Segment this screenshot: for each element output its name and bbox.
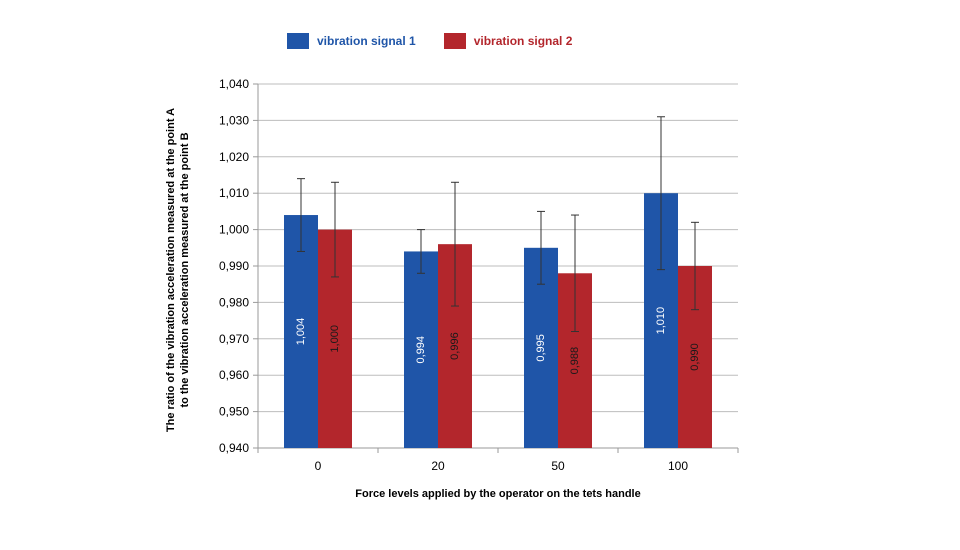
data-label: 0,995 <box>535 334 547 362</box>
y-tick-label: 0,980 <box>219 295 249 309</box>
y-tick-label: 1,000 <box>219 223 249 237</box>
bar <box>404 251 438 448</box>
x-tick-label: 100 <box>668 459 688 473</box>
data-label: 0,990 <box>689 343 701 371</box>
y-tick-label: 0,960 <box>219 368 249 382</box>
x-axis-label: Force levels applied by the operator on … <box>355 488 641 500</box>
y-tick-label: 1,010 <box>219 186 249 200</box>
y-tick-label: 0,970 <box>219 332 249 346</box>
legend-item-series-1: vibration signal 1 <box>287 33 416 49</box>
y-tick-label: 1,040 <box>219 77 249 91</box>
y-tick-label: 1,030 <box>219 113 249 127</box>
y-tick-label: 1,020 <box>219 150 249 164</box>
data-label: 1,010 <box>655 307 667 335</box>
legend: vibration signal 1 vibration signal 2 <box>287 33 600 49</box>
legend-label-series-1: vibration signal 1 <box>317 34 416 48</box>
y-tick-label: 0,940 <box>219 441 249 455</box>
data-label: 0,988 <box>569 347 581 375</box>
legend-item-series-2: vibration signal 2 <box>443 33 573 49</box>
legend-swatch-series-2 <box>443 33 466 49</box>
data-label: 0,996 <box>449 332 461 360</box>
bar <box>284 215 318 448</box>
x-tick-label: 20 <box>431 459 445 473</box>
x-tick-label: 0 <box>315 459 322 473</box>
legend-label-series-2: vibration signal 2 <box>473 34 573 48</box>
data-label: 0,994 <box>415 336 427 364</box>
data-label: 1,004 <box>295 318 307 346</box>
data-label: 1,000 <box>329 325 341 353</box>
legend-swatch-series-1 <box>287 33 309 49</box>
y-tick-label: 0,990 <box>219 259 249 273</box>
x-tick-label: 50 <box>551 459 565 473</box>
y-tick-label: 0,950 <box>219 405 249 419</box>
